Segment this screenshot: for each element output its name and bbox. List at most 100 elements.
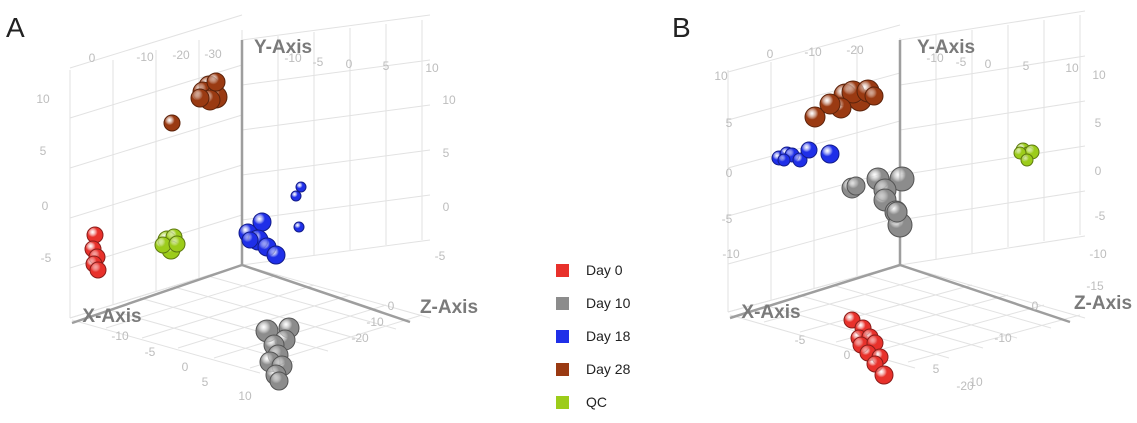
tick-label-x-top: -30 bbox=[204, 47, 222, 61]
z-axis-line bbox=[241, 263, 411, 324]
tick-label-y-left: 0 bbox=[726, 166, 733, 180]
y-axis-title: Y-Axis bbox=[917, 37, 975, 58]
data-point-day18 bbox=[777, 153, 791, 167]
legend-item: Day 10 bbox=[556, 291, 676, 315]
tick-label-y-right: 10 bbox=[1092, 68, 1106, 82]
legend-swatch-day28 bbox=[556, 362, 569, 376]
legend-swatch-day10 bbox=[556, 296, 569, 310]
grid-line bbox=[763, 274, 937, 323]
data-point-day10 bbox=[889, 166, 915, 192]
tick-label-z-bottom: 0 bbox=[1032, 299, 1039, 313]
z-axis-line bbox=[899, 263, 1071, 324]
grid-line bbox=[207, 275, 397, 330]
data-point-day10 bbox=[886, 201, 908, 223]
tick-label-x-top: 0 bbox=[89, 51, 96, 65]
grid-line bbox=[899, 264, 1086, 319]
grid-line bbox=[907, 314, 1081, 363]
data-point-qc bbox=[1020, 153, 1034, 167]
x-axis-title: X-Axis bbox=[82, 306, 141, 327]
grid-line bbox=[141, 284, 315, 339]
data-point-day18 bbox=[820, 144, 840, 164]
tick-label-z-bottom: -20 bbox=[351, 331, 369, 345]
tick-label-z-top: 5 bbox=[1023, 59, 1030, 73]
grid-line bbox=[865, 274, 1052, 329]
grid-line bbox=[241, 194, 431, 221]
grid-line bbox=[173, 286, 363, 341]
scatter-3d-b: Y-Axis X-Axis Z-Axis 0 -10 -20 -10 -5 0 5 10 10 5 0 -5… bbox=[714, 10, 1132, 393]
legend-label: Day 28 bbox=[586, 361, 631, 377]
grid-line bbox=[241, 14, 431, 41]
tick-label-z-bottom: 0 bbox=[388, 299, 395, 313]
tick-label-z-bottom: -10 bbox=[994, 331, 1012, 345]
grid-line bbox=[797, 294, 984, 349]
grid-line bbox=[727, 216, 901, 265]
tick-label-x-bottom: 10 bbox=[969, 375, 983, 389]
grid-line bbox=[727, 24, 901, 73]
grid-line bbox=[69, 114, 243, 169]
grid-line bbox=[139, 297, 329, 352]
y-axis-title: Y-Axis bbox=[254, 37, 312, 58]
tick-label-x-top: -10 bbox=[136, 50, 154, 64]
x-axis-line bbox=[71, 263, 243, 325]
tick-label-z-top: 5 bbox=[383, 59, 390, 73]
legend-item: Day 18 bbox=[556, 324, 676, 348]
grid-line bbox=[71, 319, 261, 374]
grid-line bbox=[899, 100, 1086, 131]
z-axis-title: Z-Axis bbox=[1074, 293, 1132, 314]
tick-label-z-top: 10 bbox=[1065, 61, 1079, 75]
tick-label-y-right: -5 bbox=[1095, 209, 1106, 223]
tick-label-y-right: 0 bbox=[1095, 164, 1102, 178]
panel-letter-b: B bbox=[672, 12, 691, 43]
chart-panel-b: B Y-Axis X-Axis Z-Axis 0 -10 -20 -10 -5 0 5 10 10 5 0… bbox=[672, 0, 1137, 405]
tick-label-y-left: -5 bbox=[722, 212, 733, 226]
data-point-day10 bbox=[846, 176, 866, 196]
grid-line bbox=[105, 274, 279, 329]
tick-label-x-bottom: 0 bbox=[182, 360, 189, 374]
tick-label-y-right: -10 bbox=[1089, 247, 1107, 261]
tick-label-z-top: 10 bbox=[425, 61, 439, 75]
grid-line bbox=[69, 164, 243, 219]
data-point-day0 bbox=[874, 365, 894, 385]
tick-label-z-top: 0 bbox=[346, 57, 353, 71]
data-point-day28 bbox=[163, 114, 181, 132]
grid-line bbox=[899, 190, 1086, 221]
data-point-day28 bbox=[819, 93, 841, 115]
data-point-day18 bbox=[293, 221, 305, 233]
legend-item: QC bbox=[556, 390, 676, 414]
tick-label-x-bottom: -10 bbox=[111, 329, 129, 343]
tick-label-y-right: 0 bbox=[443, 200, 450, 214]
tick-label-y-left: 5 bbox=[726, 116, 733, 130]
grid-line bbox=[831, 284, 1018, 339]
tick-label-z-top: 0 bbox=[985, 57, 992, 71]
data-point-qc bbox=[168, 235, 186, 253]
legend: Day 0 Day 10 Day 18 Day 28 QC bbox=[556, 258, 676, 423]
x-axis-line bbox=[729, 263, 901, 320]
legend-label: Day 10 bbox=[586, 295, 631, 311]
legend-item: Day 28 bbox=[556, 357, 676, 381]
tick-label-x-bottom: 5 bbox=[202, 375, 209, 389]
grid-line bbox=[899, 55, 1086, 86]
data-point-day28 bbox=[206, 72, 226, 92]
tick-label-x-bottom: -5 bbox=[795, 333, 806, 347]
tick-label-z-top: -10 bbox=[284, 51, 302, 65]
grid-line bbox=[899, 145, 1086, 176]
grid-line bbox=[241, 104, 431, 131]
legend-swatch-qc bbox=[556, 395, 569, 409]
data-point-day18 bbox=[800, 141, 818, 159]
legend-swatch-day0 bbox=[556, 263, 569, 277]
tick-label-x-top: 0 bbox=[767, 47, 774, 61]
data-point-day0 bbox=[89, 261, 107, 279]
legend-label: QC bbox=[586, 394, 607, 410]
data-point-day28 bbox=[804, 106, 826, 128]
tick-label-x-bottom: -5 bbox=[145, 345, 156, 359]
panel-letter-a: A bbox=[6, 12, 25, 43]
tick-label-y-right: 10 bbox=[442, 93, 456, 107]
grid-line bbox=[213, 304, 387, 359]
data-point-day10 bbox=[269, 371, 289, 391]
chart-panel-a: A Y-Axis X-Axis Z-Axis 0 -10 -20 -30 -10 -5 0 5 10 1… bbox=[0, 0, 510, 405]
tick-label-x-top: -20 bbox=[846, 43, 864, 57]
data-point-day18 bbox=[266, 245, 286, 265]
z-axis-title: Z-Axis bbox=[420, 297, 478, 318]
tick-label-x-bottom: 0 bbox=[844, 348, 851, 362]
legend-item: Day 0 bbox=[556, 258, 676, 282]
